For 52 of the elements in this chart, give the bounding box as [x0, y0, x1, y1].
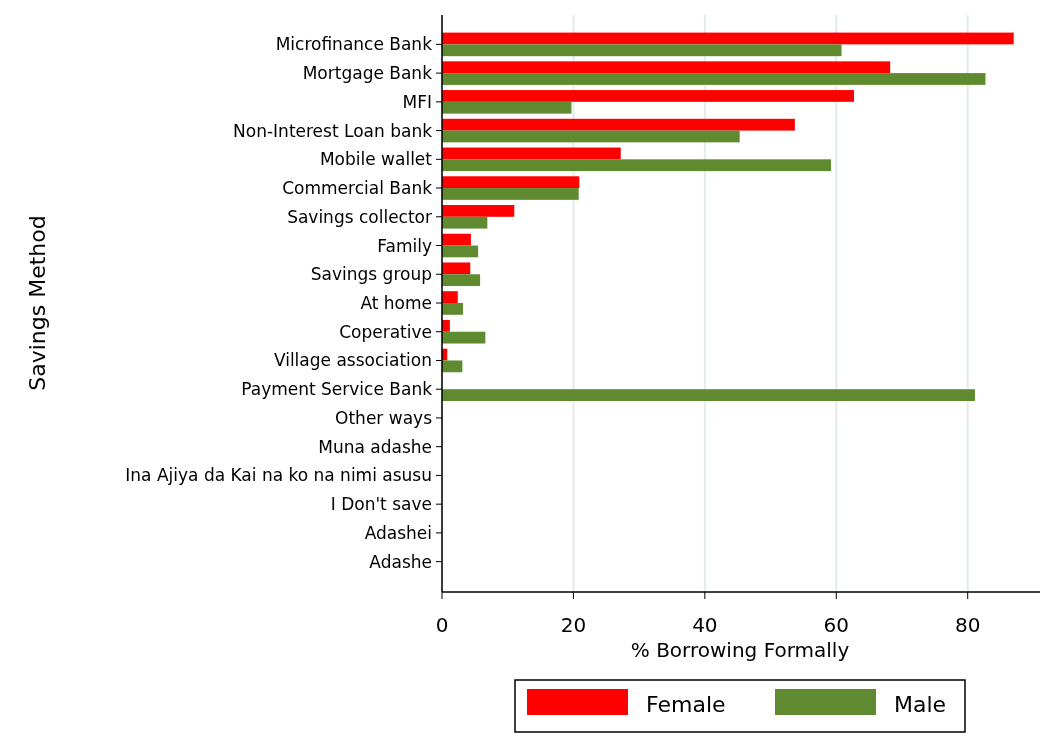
bar [442, 176, 580, 189]
bar [442, 101, 572, 114]
bar [442, 147, 621, 160]
bar [442, 205, 515, 217]
bar [442, 130, 740, 143]
x-axis-title: % Borrowing Formally [630, 638, 850, 662]
bar [442, 44, 842, 57]
x-tick-label: 60 [823, 613, 850, 637]
bar [442, 118, 795, 131]
legend-label: Female [646, 692, 726, 717]
bar [442, 274, 481, 287]
y-tick-label: Other ways [335, 407, 433, 428]
bar [442, 245, 479, 258]
bar [442, 73, 986, 85]
x-tick-label: 0 [435, 613, 449, 637]
y-tick-label: Mobile wallet [319, 149, 433, 170]
y-tick-label: I Don't save [330, 494, 432, 515]
y-tick-label: Microfinance Bank [275, 34, 433, 55]
bar [442, 188, 579, 200]
y-tick-label: Village association [273, 350, 432, 371]
bar [442, 216, 488, 229]
bar [442, 360, 463, 373]
y-axis-title: Savings Method [25, 215, 50, 391]
bar [442, 291, 458, 303]
y-tick-label: Mortgage Bank [302, 63, 433, 84]
y-tick-label: Savings group [310, 264, 432, 285]
bar [442, 159, 832, 172]
bar [442, 262, 471, 275]
bar [442, 90, 855, 102]
x-tick-label: 40 [692, 613, 718, 637]
y-tick-label: Adashe [369, 551, 432, 572]
y-tick-label: Coperative [339, 321, 432, 342]
y-tick-label: Savings collector [287, 206, 433, 227]
bar [442, 303, 464, 315]
y-tick-label: Adashei [364, 522, 432, 543]
x-tick-label: 80 [954, 613, 981, 637]
bar [442, 61, 891, 74]
bar [442, 233, 471, 246]
y-tick-label: Family [377, 235, 432, 256]
y-tick-label: At home [360, 293, 432, 313]
bar [442, 389, 975, 401]
y-tick-label: Ina Ajiya da Kai na ko na nimi asusu [125, 465, 432, 486]
y-tick-label: Non-Interest Loan bank [233, 120, 433, 141]
bar [442, 319, 450, 332]
bar [442, 331, 486, 344]
y-tick-label: Payment Service Bank [241, 379, 433, 400]
legend-label: Male [894, 692, 947, 717]
y-tick-label: Commercial Bank [282, 178, 433, 199]
y-tick-label: MFI [402, 91, 432, 112]
y-tick-label: Muna adashe [318, 436, 432, 457]
x-tick-label: 20 [560, 613, 587, 637]
bar [442, 32, 1014, 45]
